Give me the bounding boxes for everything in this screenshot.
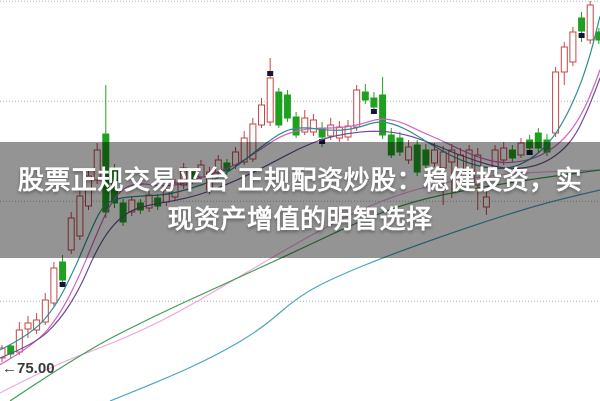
candle-up	[145, 194, 153, 209]
candle-up	[85, 175, 92, 207]
candle-up	[552, 71, 560, 134]
candle-up	[309, 119, 317, 133]
candle-up	[301, 117, 309, 133]
candle-up	[249, 123, 257, 160]
candle-down	[379, 94, 387, 136]
ma-green	[9, 169, 600, 401]
candle-up	[93, 149, 101, 181]
headline-line-2: 现资产增值的明智选择	[167, 204, 433, 234]
ma-cyan	[109, 189, 600, 401]
candle-down	[595, 31, 600, 41]
candle-down	[102, 133, 110, 213]
candle-down	[387, 134, 395, 156]
candle-up	[560, 46, 568, 73]
candle-down	[413, 144, 421, 173]
candle-up	[76, 195, 84, 237]
candle-down	[275, 91, 283, 126]
candle-up	[180, 167, 188, 186]
candle-marker	[319, 139, 326, 144]
candle-down	[283, 94, 291, 119]
candle-up	[67, 217, 75, 251]
candle-down	[292, 116, 300, 136]
candle-up	[335, 126, 343, 139]
candle-up	[128, 199, 136, 213]
candle-up	[206, 171, 214, 191]
candle-up	[171, 182, 179, 198]
candle-down	[111, 169, 118, 204]
candle-up	[41, 299, 49, 323]
candle-down	[154, 197, 162, 207]
candle-up	[353, 89, 361, 128]
candle-down	[534, 132, 542, 149]
candle-down	[119, 202, 127, 223]
candle-up	[405, 146, 413, 161]
candle-marker	[578, 33, 585, 38]
candle-down	[578, 17, 586, 32]
ma-pink	[0, 169, 600, 394]
candle-up	[240, 137, 248, 163]
ma-purple	[0, 77, 600, 359]
ma-teal	[0, 16, 600, 351]
candle-marker	[526, 150, 533, 155]
price-marker-label: ←75.00	[2, 360, 55, 377]
candle-up	[344, 125, 352, 138]
candle-up	[24, 322, 32, 330]
candle-up	[465, 149, 473, 173]
candle-down	[59, 261, 67, 281]
candle-marker	[370, 109, 377, 114]
candle-up	[214, 159, 222, 174]
candle-up	[474, 154, 482, 186]
candle-up	[197, 164, 205, 178]
candle-up	[50, 267, 58, 304]
candle-up	[500, 147, 508, 161]
candle-down	[422, 149, 430, 166]
candle-up	[569, 31, 577, 63]
headline-line-1: 股票正规交易平台 正规配资炒股：稳健投资，实	[17, 165, 583, 195]
candle-up	[431, 149, 438, 164]
candle-up	[482, 196, 490, 208]
candle-down	[396, 137, 404, 153]
candle-down	[361, 91, 369, 101]
candle-up	[258, 104, 265, 126]
candle-marker	[267, 71, 274, 76]
headline-overlay: 股票正规交易平台 正规配资炒股：稳健投资，实 现资产增值的明智选择	[0, 142, 600, 258]
candle-up	[586, 4, 594, 41]
candle-down	[370, 97, 378, 108]
candle-down	[508, 149, 516, 159]
candle-up	[517, 142, 525, 156]
candle-up	[0, 347, 6, 359]
candle-down	[526, 139, 534, 149]
candle-marker	[59, 282, 66, 287]
candle-up	[266, 77, 274, 123]
